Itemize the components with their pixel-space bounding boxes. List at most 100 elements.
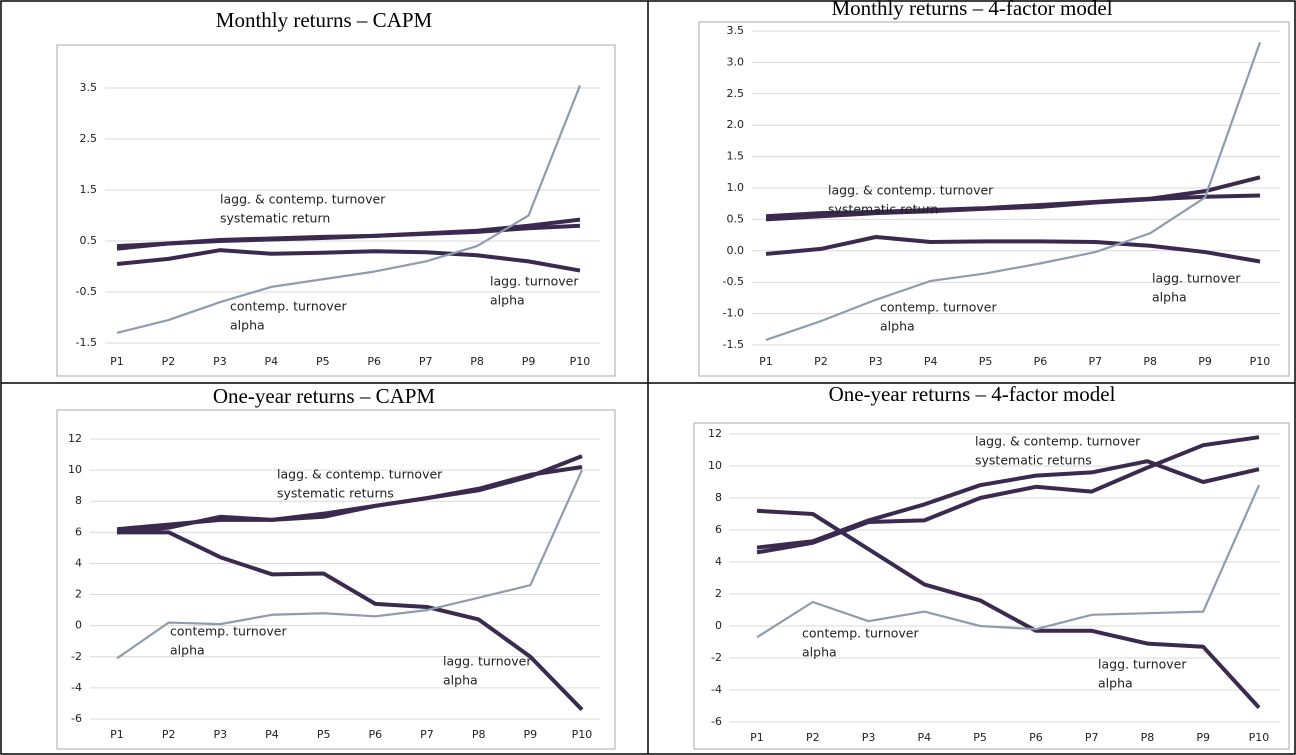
x-tick-label: P4 (924, 355, 938, 368)
plot-frame (56, 44, 616, 377)
annotation: systematic return (220, 211, 330, 226)
x-tick-label: P9 (1196, 731, 1210, 744)
series-line (116, 217, 581, 249)
x-tick-label: P9 (524, 728, 538, 741)
annotation: lagg. turnover (1152, 271, 1241, 286)
y-tick-label: 2.0 (727, 118, 745, 131)
y-tick-label: 8 (75, 494, 82, 507)
annotation: contemp. turnover (170, 624, 287, 639)
series-line (116, 454, 583, 535)
annotation: alpha (880, 319, 915, 334)
annotation: systematic returns (277, 486, 394, 501)
x-tick-label: P10 (570, 355, 591, 368)
x-tick-label: P3 (869, 355, 883, 368)
x-tick-label: P3 (213, 355, 227, 368)
x-tick-label: P6 (1034, 355, 1048, 368)
x-tick-label: P3 (862, 731, 876, 744)
plot-frame (693, 422, 1290, 750)
y-tick-label: 0.5 (80, 234, 98, 247)
x-tick-label: P8 (1141, 731, 1155, 744)
x-tick-label: P5 (317, 728, 331, 741)
y-tick-label: 3.5 (80, 81, 98, 94)
annotation: lagg. turnover (443, 654, 532, 669)
series-line (765, 175, 1261, 219)
y-tick-label: 1.5 (727, 150, 745, 163)
y-tick-label: 0.5 (727, 212, 745, 225)
x-tick-label: P8 (470, 355, 484, 368)
x-tick-label: P6 (1029, 731, 1043, 744)
x-tick-label: P8 (1143, 355, 1157, 368)
y-tick-label: -0.5 (723, 275, 744, 288)
y-tick-label: 1.0 (727, 181, 745, 194)
x-tick-label: P4 (265, 728, 279, 741)
y-tick-label: 2 (715, 587, 722, 600)
x-tick-label: P3 (214, 728, 228, 741)
x-tick-label: P10 (572, 728, 593, 741)
x-tick-label: P7 (1085, 731, 1099, 744)
annotation: alpha (1152, 290, 1187, 305)
x-tick-label: P5 (979, 355, 993, 368)
x-tick-label: P1 (750, 731, 764, 744)
plot-frame (698, 21, 1290, 377)
chart-title: Monthly returns – 4-factor model (831, 0, 1112, 20)
y-tick-label: 2.5 (80, 132, 98, 145)
x-tick-label: P9 (522, 355, 536, 368)
y-tick-label: 3.5 (727, 24, 745, 37)
annotation: contemp. turnover (880, 300, 997, 315)
annotation: contemp. turnover (230, 299, 347, 314)
y-tick-label: -1.0 (723, 307, 744, 320)
series-line (116, 248, 581, 273)
annotation: alpha (443, 673, 478, 688)
x-tick-label: P7 (420, 728, 434, 741)
y-tick-label: 6 (715, 523, 722, 536)
y-tick-label: 6 (75, 525, 82, 538)
y-tick-label: 2 (75, 588, 82, 601)
y-tick-label: 0 (75, 619, 82, 632)
x-tick-label: P5 (316, 355, 330, 368)
x-tick-label: P1 (110, 728, 124, 741)
x-tick-label: P9 (1198, 355, 1212, 368)
annotation: lagg. turnover (490, 274, 579, 289)
y-tick-label: 4 (75, 556, 82, 569)
series-line (117, 530, 584, 712)
annotation: lagg. & contemp. turnover (975, 434, 1141, 449)
y-tick-label: 0 (715, 619, 722, 632)
y-tick-label: 1.5 (80, 183, 98, 196)
annotation: contemp. turnover (802, 626, 919, 641)
x-tick-label: P5 (973, 731, 987, 744)
x-tick-label: P2 (814, 355, 828, 368)
x-tick-label: P1 (110, 355, 124, 368)
annotation: alpha (170, 643, 205, 658)
y-tick-label: 4 (715, 555, 722, 568)
x-tick-label: P6 (369, 728, 383, 741)
series-line (756, 508, 1261, 709)
annotation: alpha (1098, 676, 1133, 691)
y-tick-label: -0.5 (76, 285, 97, 298)
annotation: systematic return (828, 202, 938, 217)
annotation: lagg. & contemp. turnover (220, 192, 386, 207)
x-tick-label: P7 (419, 355, 433, 368)
y-tick-label: -1.5 (723, 338, 744, 351)
series-line (765, 234, 1261, 264)
series-line (756, 484, 1261, 639)
x-tick-label: P8 (472, 728, 486, 741)
annotation: lagg. & contemp. turnover (828, 183, 994, 198)
x-tick-label: P1 (759, 355, 773, 368)
y-tick-label: -2 (711, 651, 722, 664)
y-tick-label: 0.0 (727, 244, 745, 257)
x-tick-label: P2 (806, 731, 820, 744)
annotation: alpha (490, 293, 525, 308)
x-tick-label: P6 (367, 355, 381, 368)
y-tick-label: -6 (711, 715, 722, 728)
y-tick-label: 10 (708, 459, 722, 472)
y-tick-label: 3.0 (727, 55, 745, 68)
series-line (765, 41, 1262, 342)
chart-title: One-year returns – 4-factor model (829, 382, 1116, 406)
series-line (116, 85, 582, 334)
annotation: lagg. & contemp. turnover (277, 467, 443, 482)
x-tick-label: P7 (1089, 355, 1103, 368)
x-tick-label: P10 (1249, 731, 1270, 744)
annotation: systematic returns (975, 453, 1092, 468)
x-tick-label: P10 (1250, 355, 1271, 368)
